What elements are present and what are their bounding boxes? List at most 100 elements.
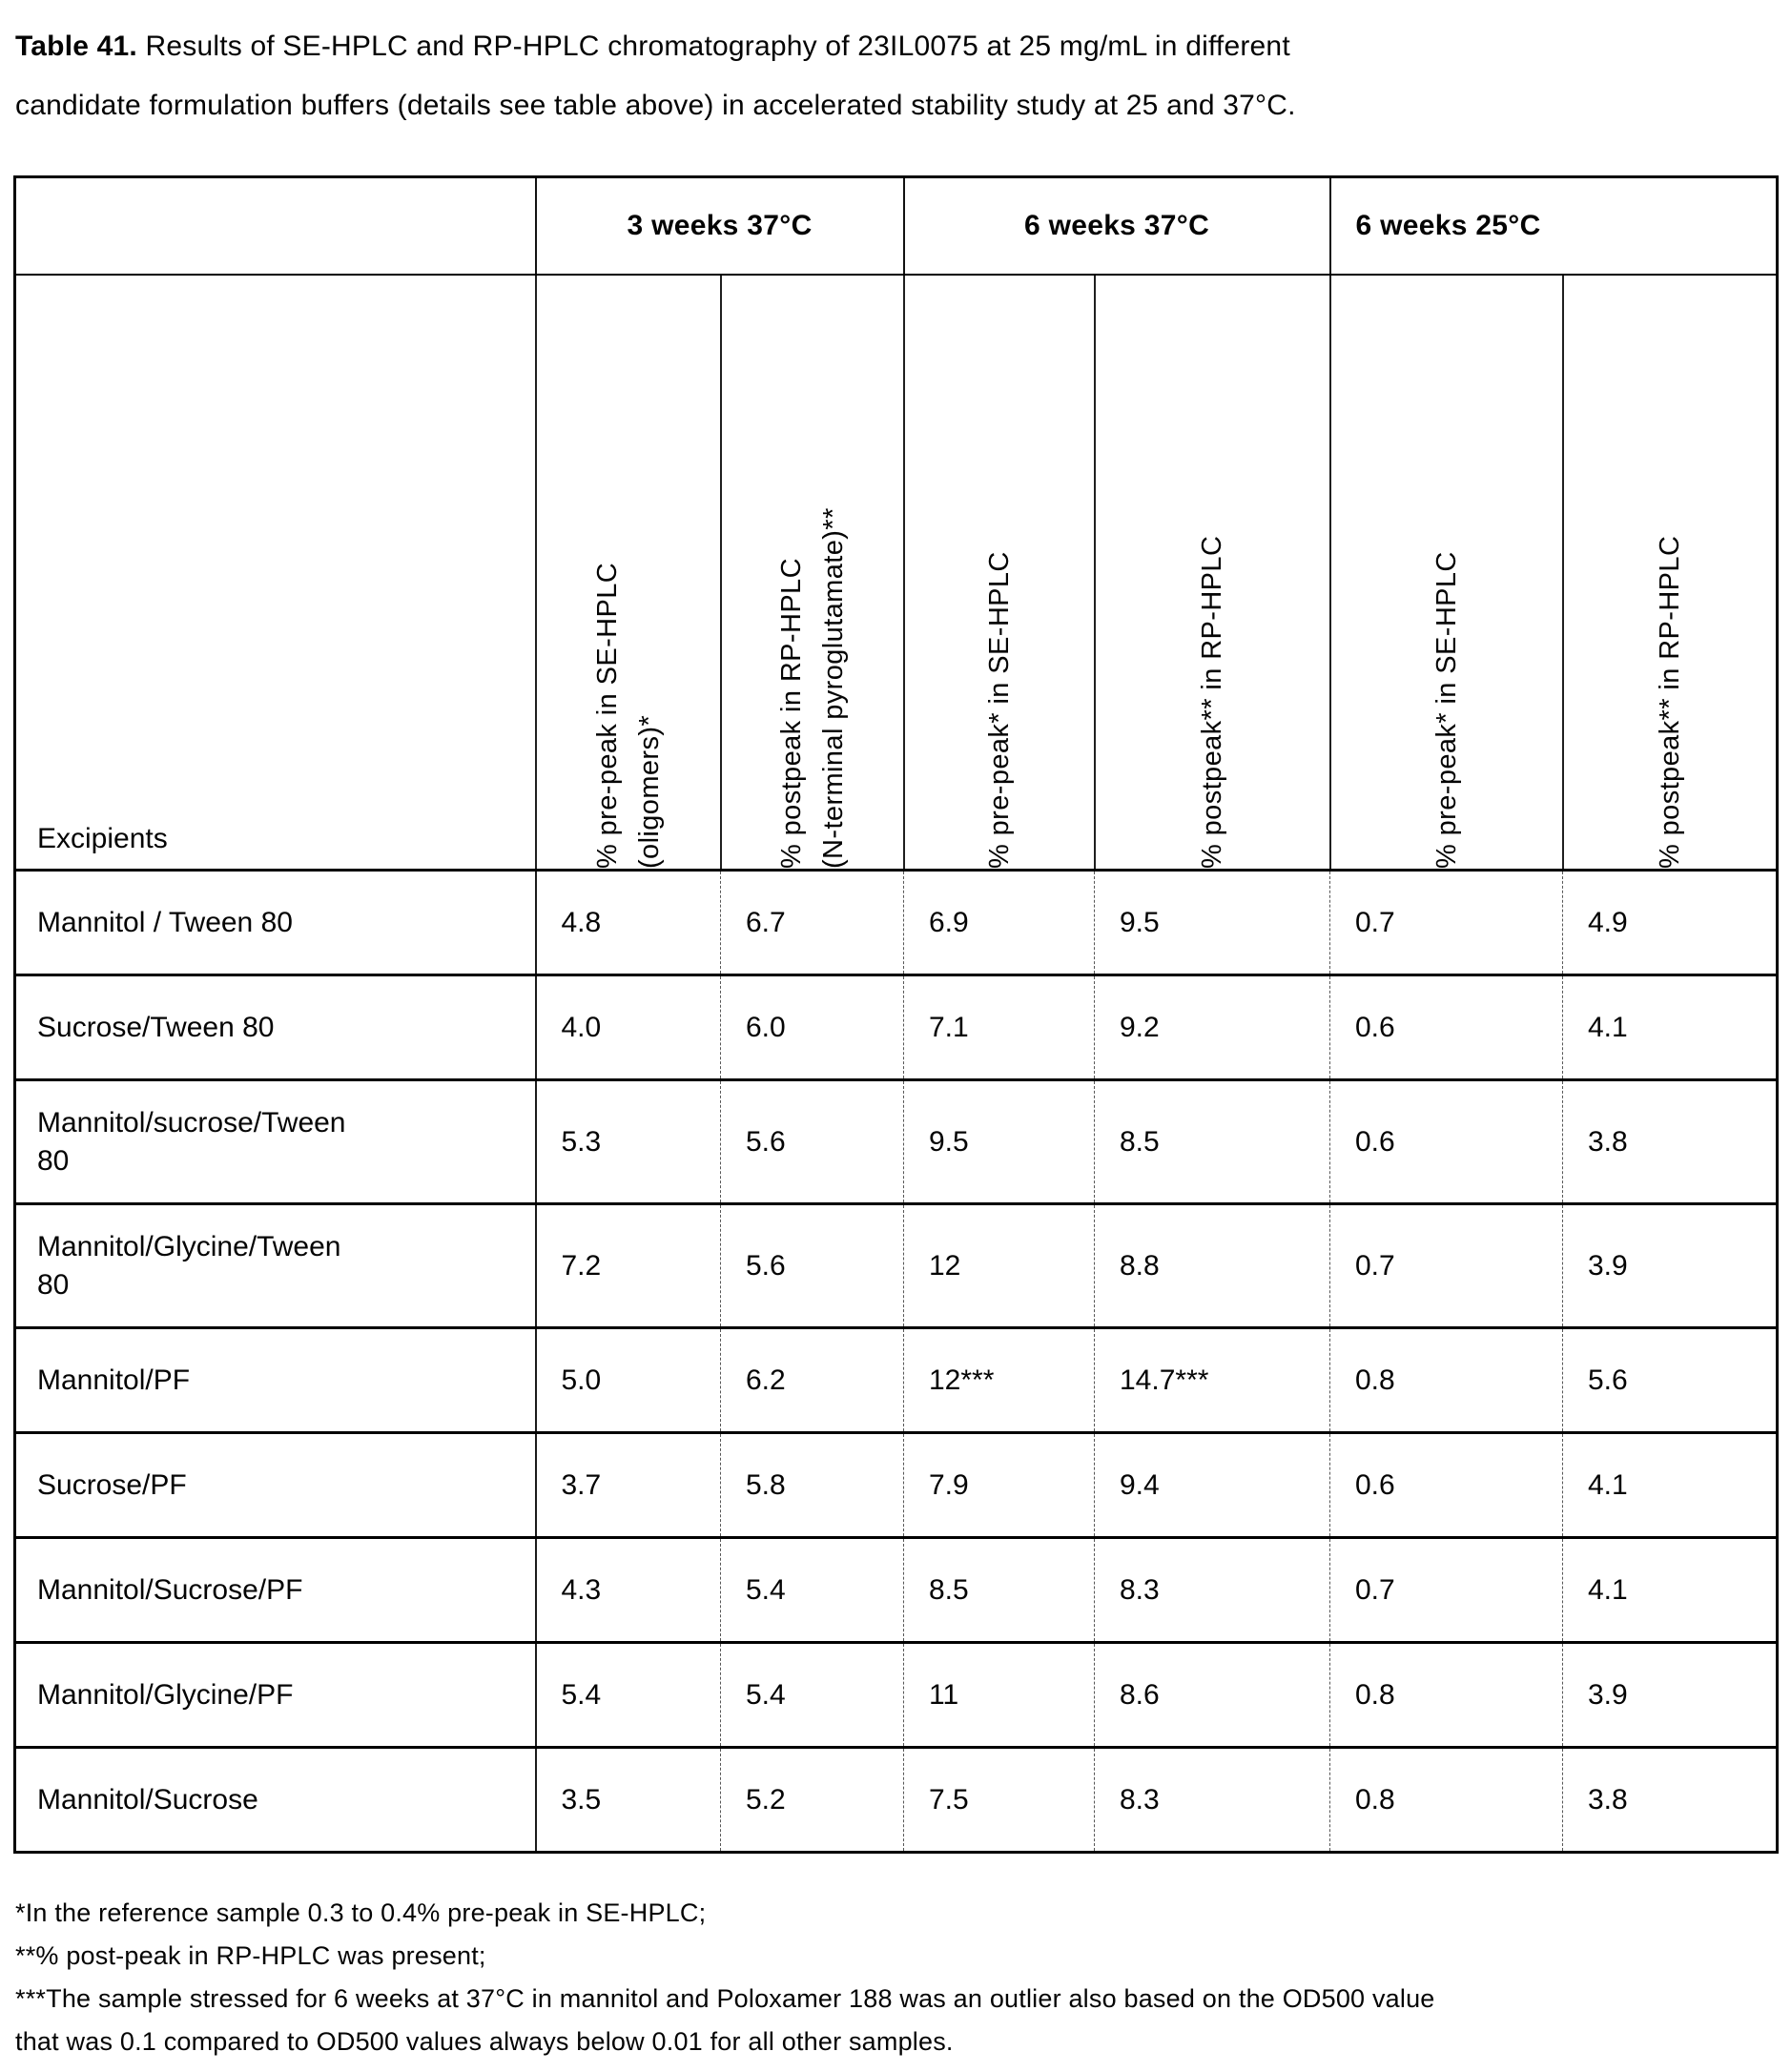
value-cell: 8.5 [1094,1079,1330,1205]
rotated-header-label: % pre-peak* in SE-HPLC [1431,551,1462,869]
table-row-mannitol-glycine-pf: Mannitol/Glycine/PF 5.4 5.4 11 8.6 0.8 3… [14,1642,1778,1749]
excipient-cell: Mannitol/PF [14,1327,536,1434]
column-header-postpeak-rphplc-6w25: % postpeak** in RP-HPLC [1561,275,1778,872]
value-cell: 4.1 [1562,1432,1778,1539]
value-cell: 3.9 [1562,1642,1778,1749]
excipient-cell: Mannitol/Sucrose [14,1747,536,1854]
value-cell: 4.1 [1562,974,1778,1081]
footnote-reference-sample: *In the reference sample 0.3 to 0.4% pre… [15,1898,707,1927]
excipients-header-cell: Excipients [14,275,536,872]
rotated-header-label: % postpeak** in RP-HPLC [1197,535,1227,869]
value-cell: 14.7*** [1094,1327,1330,1434]
value-cell: 8.3 [1094,1537,1330,1644]
rotated-header-label: % pre-peak in SE-HPLC (oligomers)* [591,562,665,869]
value-cell: 0.7 [1329,1203,1563,1329]
value-cell: 3.8 [1562,1747,1778,1854]
excipient-cell: Mannitol / Tween 80 [14,870,536,976]
value-cell: 6.7 [720,870,904,976]
value-cell: 5.8 [720,1432,904,1539]
column-header-prepeak-sehplc-3w: % pre-peak in SE-HPLC (oligomers)* [534,275,721,872]
value-cell: 3.8 [1562,1079,1778,1205]
value-cell: 12 [903,1203,1095,1329]
excipient-cell: Mannitol/Sucrose/PF [14,1537,536,1644]
value-cell: 0.7 [1329,870,1563,976]
value-cell: 0.6 [1329,974,1563,1081]
excipient-cell: Mannitol/Glycine/PF [14,1642,536,1749]
value-cell: 0.6 [1329,1432,1563,1539]
results-table: 3 weeks 37°C 6 weeks 37°C 6 weeks 25°C E… [13,175,1779,1854]
value-cell: 0.8 [1329,1327,1563,1434]
table-row-mannitol-glycine-tween80: Mannitol/Glycine/Tween 80 7.2 5.6 12 8.8… [14,1203,1778,1329]
table-row-mannitol-sucrose-tween80: Mannitol/sucrose/Tween 80 5.3 5.6 9.5 8.… [14,1079,1778,1205]
excipient-cell: Sucrose/Tween 80 [14,974,536,1081]
table-row-mannitol-sucrose-pf: Mannitol/Sucrose/PF 4.3 5.4 8.5 8.3 0.7 … [14,1537,1778,1644]
value-cell: 4.8 [534,870,721,976]
table-row-mannitol-tween80: Mannitol / Tween 80 4.8 6.7 6.9 9.5 0.7 … [14,870,1778,976]
group-header-6-weeks-25c: 6 weeks 25°C [1328,176,1778,276]
table-row-mannitol-sucrose: Mannitol/Sucrose 3.5 5.2 7.5 8.3 0.8 3.8 [14,1747,1778,1854]
value-cell: 12*** [903,1327,1095,1434]
value-cell: 8.3 [1094,1747,1330,1854]
group-header-6-weeks-37c: 6 weeks 37°C [902,176,1330,276]
value-cell: 3.7 [534,1432,721,1539]
value-cell: 8.6 [1094,1642,1330,1749]
table-caption-line2: candidate formulation buffers (details s… [15,90,1296,121]
table-caption-line1: Results of SE-HPLC and RP-HPLC chromatog… [136,31,1290,62]
value-cell: 7.9 [903,1432,1095,1539]
value-cell: 0.6 [1329,1079,1563,1205]
value-cell: 0.8 [1329,1642,1563,1749]
value-cell: 9.2 [1094,974,1330,1081]
value-cell: 5.4 [534,1642,721,1749]
value-cell: 7.2 [534,1203,721,1329]
value-cell: 5.2 [720,1747,904,1854]
value-cell: 8.8 [1094,1203,1330,1329]
column-header-prepeak-sehplc-6w37: % pre-peak* in SE-HPLC [902,275,1095,872]
group-header-empty-cell [14,176,536,276]
value-cell: 9.4 [1094,1432,1330,1539]
column-header-postpeak-rphplc-6w37: % postpeak** in RP-HPLC [1093,275,1330,872]
excipient-cell: Sucrose/PF [14,1432,536,1539]
value-cell: 5.4 [720,1537,904,1644]
column-header-row: Excipients % pre-peak in SE-HPLC (oligom… [14,275,1778,872]
value-cell: 7.5 [903,1747,1095,1854]
value-cell: 4.3 [534,1537,721,1644]
table-caption-number: Table 41. [15,31,137,62]
value-cell: 5.4 [720,1642,904,1749]
value-cell: 11 [903,1642,1095,1749]
footnote-outlier: ***The sample stressed for 6 weeks at 37… [15,1984,1435,2056]
table-row-sucrose-tween80: Sucrose/Tween 80 4.0 6.0 7.1 9.2 0.6 4.1 [14,974,1778,1081]
group-header-row: 3 weeks 37°C 6 weeks 37°C 6 weeks 25°C [14,176,1778,276]
value-cell: 0.7 [1329,1537,1563,1644]
excipients-header-label: Excipients [37,823,168,854]
value-cell: 9.5 [1094,870,1330,976]
rotated-header-label: % postpeak in RP-HPLC (N-terminal pyrogl… [775,507,849,869]
excipient-cell: Mannitol/sucrose/Tween 80 [14,1079,536,1205]
value-cell: 5.0 [534,1327,721,1434]
table-caption: Table 41. Results of SE-HPLC and RP-HPLC… [15,17,1350,135]
value-cell: 5.3 [534,1079,721,1205]
rotated-header-label: % postpeak** in RP-HPLC [1654,535,1685,869]
value-cell: 4.0 [534,974,721,1081]
value-cell: 3.5 [534,1747,721,1854]
excipient-cell: Mannitol/Glycine/Tween 80 [14,1203,536,1329]
footnotes: *In the reference sample 0.3 to 0.4% pre… [15,1892,1778,2063]
value-cell: 0.8 [1329,1747,1563,1854]
rotated-header-label: % pre-peak* in SE-HPLC [983,551,1015,869]
value-cell: 6.2 [720,1327,904,1434]
value-cell: 4.9 [1562,870,1778,976]
value-cell: 8.5 [903,1537,1095,1644]
table-row-sucrose-pf: Sucrose/PF 3.7 5.8 7.9 9.4 0.6 4.1 [14,1432,1778,1539]
value-cell: 5.6 [720,1203,904,1329]
table-row-mannitol-pf: Mannitol/PF 5.0 6.2 12*** 14.7*** 0.8 5.… [14,1327,1778,1434]
group-header-3-weeks-37c: 3 weeks 37°C [534,176,904,276]
value-cell: 6.9 [903,870,1095,976]
value-cell: 7.1 [903,974,1095,1081]
value-cell: 9.5 [903,1079,1095,1205]
value-cell: 6.0 [720,974,904,1081]
value-cell: 5.6 [720,1079,904,1205]
value-cell: 3.9 [1562,1203,1778,1329]
column-header-prepeak-sehplc-6w25: % pre-peak* in SE-HPLC [1328,275,1563,872]
value-cell: 4.1 [1562,1537,1778,1644]
footnote-postpeak: **% post-peak in RP-HPLC was present; [15,1941,486,1970]
